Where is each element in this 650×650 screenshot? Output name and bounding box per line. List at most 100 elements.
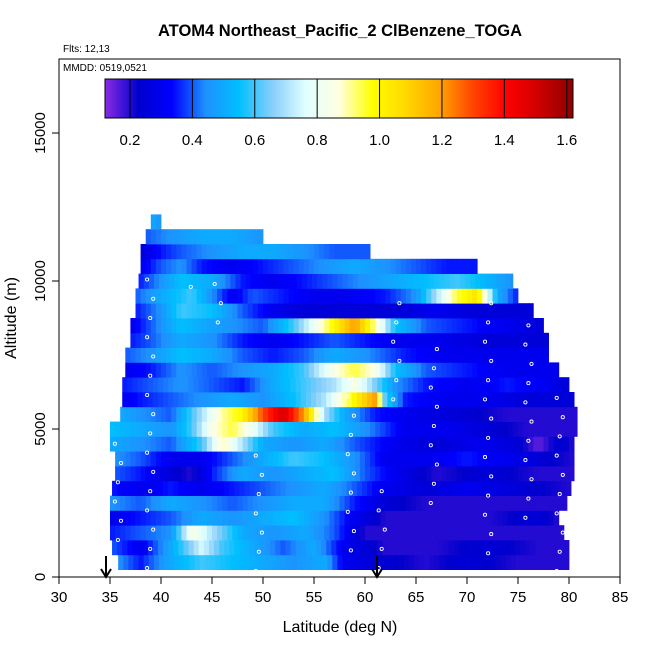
heatmap-cell <box>477 495 483 511</box>
heatmap-cell <box>416 495 422 511</box>
heatmap-cell <box>390 288 396 304</box>
heatmap-cell <box>254 480 261 496</box>
heatmap-cell <box>505 273 512 289</box>
heatmap-cell <box>196 421 203 437</box>
heatmap-cell <box>410 510 417 526</box>
heatmap-cell <box>533 436 539 452</box>
heatmap-cell <box>377 480 383 496</box>
heatmap-cell <box>354 347 361 363</box>
heatmap-cell <box>247 244 254 260</box>
y-axis-label: Altitude (m) <box>3 277 20 359</box>
heatmap-cell <box>201 510 208 526</box>
heatmap-cell <box>523 303 529 319</box>
heatmap-cell <box>130 406 136 422</box>
heatmap-cell <box>354 510 361 526</box>
heatmap-cell <box>346 392 353 408</box>
heatmap-cell <box>507 303 514 319</box>
heatmap-cell <box>135 362 141 378</box>
heatmap-cell <box>436 303 442 319</box>
heatmap-cell <box>535 480 541 496</box>
heatmap-cell <box>278 406 284 422</box>
heatmap-cell <box>135 451 141 467</box>
heatmap-cell <box>163 377 169 393</box>
heatmap-cell <box>390 436 396 452</box>
heatmap-cell <box>365 244 371 260</box>
heatmap-cell <box>344 244 351 260</box>
heatmap-cell <box>528 318 534 334</box>
heatmap-cell <box>507 318 514 334</box>
heatmap-cell <box>161 229 167 245</box>
heatmap-cell <box>178 392 184 408</box>
heatmap-cell <box>482 288 488 304</box>
heatmap-cell <box>140 436 147 452</box>
heatmap-cell <box>171 303 177 319</box>
heatmap-cell <box>472 421 478 437</box>
heatmap-cell <box>533 332 539 348</box>
heatmap-cell <box>285 540 291 556</box>
heatmap-cell <box>242 332 249 348</box>
heatmap-cell <box>400 332 407 348</box>
heatmap-cell <box>372 540 378 556</box>
heatmap-cell <box>385 406 391 422</box>
heatmap-cell <box>380 525 386 541</box>
heatmap-cell <box>433 392 439 408</box>
heatmap-cell <box>423 480 429 496</box>
heatmap-cell <box>441 421 447 437</box>
heatmap-cell <box>300 377 307 393</box>
heatmap-cell <box>553 510 560 526</box>
heatmap-cell <box>349 495 356 511</box>
heatmap-cell <box>485 554 491 570</box>
heatmap-cell <box>173 540 179 556</box>
heatmap-cell <box>370 495 376 511</box>
heatmap-cell <box>548 436 555 452</box>
heatmap-cell <box>308 466 315 482</box>
heatmap-cell <box>288 406 294 422</box>
heatmap-cell <box>383 273 389 289</box>
heatmap-cell <box>247 406 254 422</box>
heatmap-cell <box>344 332 351 348</box>
heatmap-cell <box>298 421 305 437</box>
heatmap-cell <box>528 436 534 452</box>
heatmap-cell <box>176 347 182 363</box>
heatmap-cell <box>344 362 351 378</box>
heatmap-cell <box>359 303 366 319</box>
heatmap-cell <box>298 495 305 511</box>
heatmap-cell <box>319 244 325 260</box>
heatmap-cell <box>142 392 149 408</box>
heatmap-cell <box>512 510 519 526</box>
heatmap-cell <box>365 525 371 541</box>
heatmap-cell <box>461 288 468 304</box>
heatmap-cell <box>446 525 453 541</box>
heatmap-cell <box>232 451 238 467</box>
heatmap-cell <box>402 540 409 556</box>
heatmap-cell <box>497 451 504 467</box>
heatmap-cell <box>316 540 322 556</box>
heatmap-cell <box>512 436 519 452</box>
heatmap-cell <box>168 540 174 556</box>
heatmap-cell <box>115 436 121 452</box>
observation-point <box>554 453 559 458</box>
heatmap-cell <box>365 258 371 274</box>
heatmap-cell <box>232 229 238 245</box>
heatmap-cell <box>492 525 498 541</box>
heatmap-cell <box>354 318 361 334</box>
heatmap-cell <box>461 421 468 437</box>
heatmap-cell <box>247 362 254 378</box>
heatmap-cell <box>569 436 575 452</box>
heatmap-cell <box>140 525 147 541</box>
heatmap-cell <box>388 554 394 570</box>
heatmap-cell <box>324 466 330 482</box>
heatmap-cell <box>298 244 305 260</box>
heatmap-cell <box>181 525 187 541</box>
heatmap-cell <box>431 347 437 363</box>
heatmap-cell <box>120 406 126 422</box>
heatmap-cell <box>293 510 300 526</box>
heatmap-cell <box>285 480 291 496</box>
heatmap-cell <box>305 480 312 496</box>
heatmap-cell <box>232 303 238 319</box>
heatmap-cell <box>530 540 536 556</box>
heatmap-cell <box>237 495 243 511</box>
heatmap-cell <box>441 288 447 304</box>
heatmap-cell <box>324 244 330 260</box>
heatmap-cell <box>308 332 315 348</box>
